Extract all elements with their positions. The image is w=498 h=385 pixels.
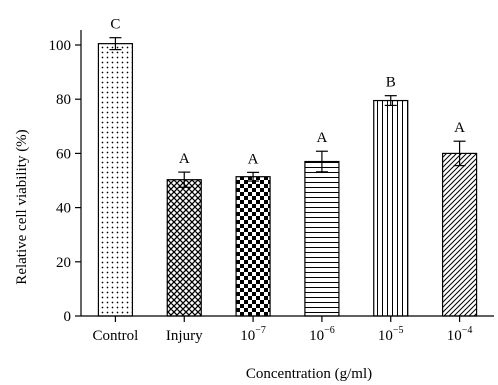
- axes-group: 0 20 40 60 80 100 Control Injury 10−7 10−6 10−5 10…: [49, 30, 494, 344]
- significance-label-1: A: [179, 151, 190, 167]
- x-tick-label-1: Injury: [166, 328, 203, 344]
- y-axis-title: Relative cell viability (%): [14, 129, 30, 284]
- bar-3: [304, 160, 340, 317]
- bar-2: [235, 176, 271, 317]
- bars-group: [97, 43, 478, 317]
- significance-label-4: B: [386, 75, 396, 91]
- y-tick-label: 40: [56, 201, 71, 217]
- y-ticks-group: 0 20 40 60 80 100: [49, 38, 81, 325]
- bar-1: [166, 179, 202, 317]
- y-tick-label: 0: [64, 309, 72, 325]
- y-tick-label: 100: [49, 38, 72, 54]
- bar-4: [373, 99, 409, 317]
- x-tick-label-0: Control: [92, 328, 138, 344]
- significance-label-0: C: [110, 17, 120, 33]
- significance-label-2: A: [248, 151, 259, 167]
- bar-5: [441, 152, 478, 317]
- y-tick-label: 20: [56, 255, 71, 271]
- x-tick-label-2: 10−7: [240, 325, 266, 344]
- x-tick-label-3: 10−6: [309, 325, 335, 344]
- x-tick-label-5: 10−4: [447, 325, 473, 344]
- x-tick-label-4: 10−5: [378, 325, 404, 344]
- y-tick-label: 80: [56, 92, 71, 108]
- bar-0: [97, 43, 134, 317]
- significance-label-5: A: [454, 120, 465, 136]
- significance-label-3: A: [316, 130, 327, 146]
- error-bars-group: [109, 37, 466, 188]
- y-tick-label: 60: [56, 146, 71, 162]
- significance-labels-group: C A A A B A: [110, 17, 465, 168]
- x-axis-title: Concentration (g/ml): [246, 366, 372, 382]
- x-ticks-group: Control Injury 10−7 10−6 10−5 10−4: [92, 316, 472, 344]
